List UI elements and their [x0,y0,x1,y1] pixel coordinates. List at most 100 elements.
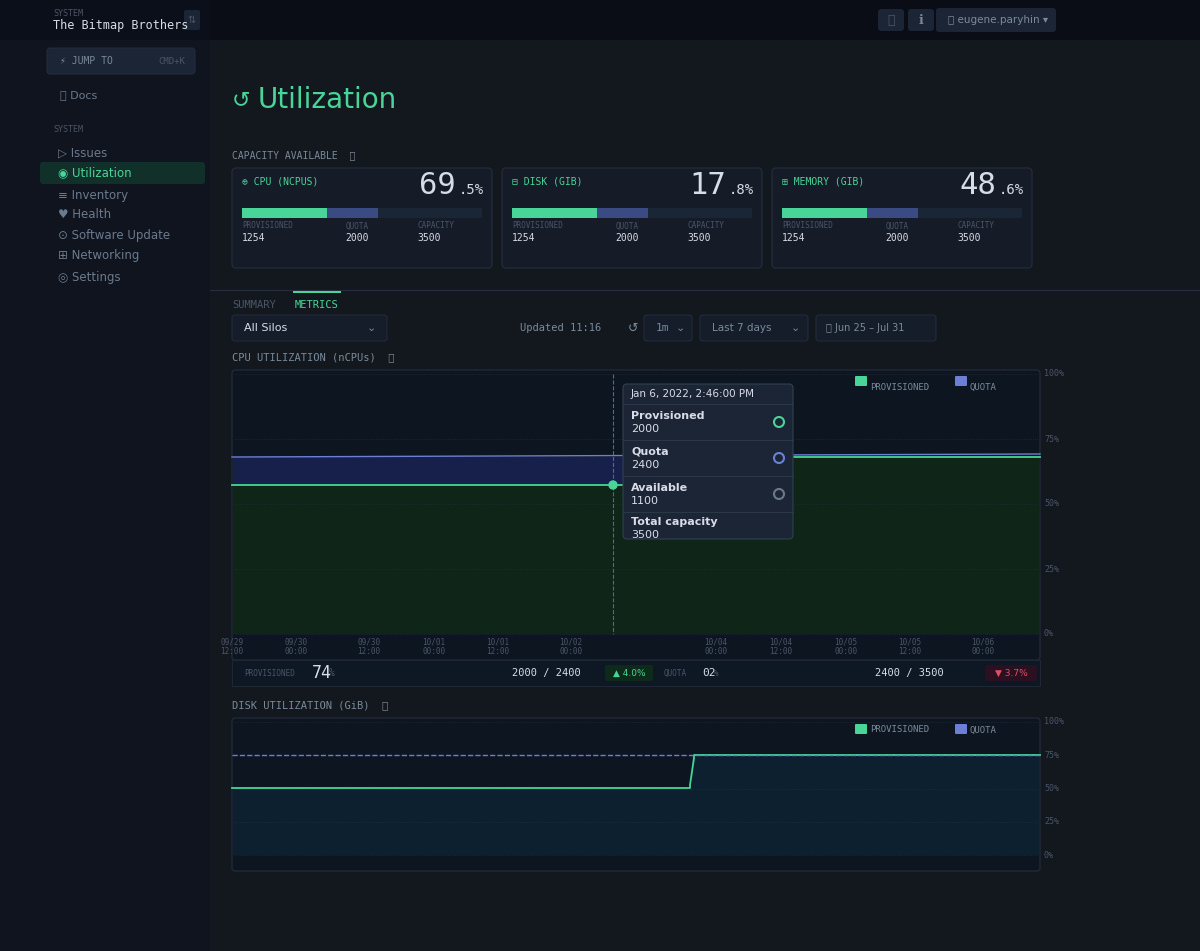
Text: ◉ Utilization: ◉ Utilization [58,166,132,180]
Text: CPU UTILIZATION (nCPUs)  ⓘ: CPU UTILIZATION (nCPUs) ⓘ [232,352,395,362]
Text: QUOTA: QUOTA [886,222,908,230]
Text: SYSTEM: SYSTEM [53,9,83,17]
FancyBboxPatch shape [605,665,653,681]
Text: 10/01: 10/01 [422,637,445,647]
Bar [233,485,692,634]
Text: ≡ Inventory: ≡ Inventory [58,188,128,202]
Text: 02: 02 [702,668,715,678]
Text: .6%: .6% [998,183,1024,197]
Text: QUOTA: QUOTA [664,669,688,677]
Text: ↺: ↺ [628,321,638,335]
FancyBboxPatch shape [623,384,793,539]
Text: 00:00: 00:00 [834,648,858,656]
FancyBboxPatch shape [40,162,205,184]
Text: 2400 / 3500: 2400 / 3500 [875,668,943,678]
Bar [233,788,692,855]
Text: 74: 74 [312,664,332,682]
Text: 00:00: 00:00 [284,648,307,656]
Text: 2000: 2000 [616,233,638,243]
Bar [242,208,326,218]
Text: 10/06: 10/06 [972,637,995,647]
Text: %: % [714,669,719,677]
Text: ⊞ MEMORY (GIB): ⊞ MEMORY (GIB) [782,177,864,187]
Text: 12:00: 12:00 [221,648,244,656]
Text: ⇅: ⇅ [188,15,196,25]
FancyBboxPatch shape [232,315,386,341]
Text: 00:00: 00:00 [559,648,582,656]
Bar [0,40,210,951]
Text: 2400: 2400 [631,460,659,470]
Text: 2000: 2000 [631,424,659,434]
Text: %: % [329,668,335,678]
Text: PROVISIONED: PROVISIONED [512,222,563,230]
Bar [782,208,1022,218]
FancyBboxPatch shape [232,370,1040,660]
Text: 1254: 1254 [242,233,265,243]
Text: CAPACITY: CAPACITY [418,222,454,230]
Text: 75%: 75% [1044,435,1060,443]
Text: 09/30: 09/30 [358,637,380,647]
Text: 10/02: 10/02 [559,637,582,647]
FancyBboxPatch shape [878,9,904,31]
Text: CAPACITY: CAPACITY [688,222,725,230]
Text: 12:00: 12:00 [899,648,922,656]
Text: 100%: 100% [1044,370,1064,378]
FancyBboxPatch shape [854,724,866,734]
Text: CAPACITY AVAILABLE  ⓘ: CAPACITY AVAILABLE ⓘ [232,150,355,160]
Text: METRICS: METRICS [295,300,338,310]
Text: 10/05: 10/05 [834,637,858,647]
FancyBboxPatch shape [700,315,808,341]
Text: 2000 / 2400: 2000 / 2400 [512,668,581,678]
Text: Updated 11:16: Updated 11:16 [520,323,601,333]
Text: 1254: 1254 [512,233,535,243]
FancyBboxPatch shape [854,376,866,386]
FancyBboxPatch shape [502,168,762,268]
Text: 3500: 3500 [958,233,980,243]
Text: ◎ Settings: ◎ Settings [58,270,121,283]
Text: ♥ Health: ♥ Health [58,208,112,222]
Text: ⊟ DISK (GIB): ⊟ DISK (GIB) [512,177,582,187]
Text: 📄 Docs: 📄 Docs [60,90,97,100]
Text: QUOTA: QUOTA [970,382,997,392]
Text: 75%: 75% [1044,750,1060,760]
Text: 12:00: 12:00 [769,648,792,656]
Text: 1254: 1254 [782,233,805,243]
FancyBboxPatch shape [184,10,200,30]
Text: PROVISIONED: PROVISIONED [242,222,293,230]
Text: 69: 69 [419,171,456,201]
Text: QUOTA: QUOTA [970,726,997,734]
Text: 00:00: 00:00 [704,648,727,656]
FancyBboxPatch shape [232,168,492,268]
Text: 3500: 3500 [688,233,710,243]
Text: 0%: 0% [1044,630,1054,638]
FancyBboxPatch shape [955,376,967,386]
Text: 12:00: 12:00 [486,648,510,656]
Text: 10/04: 10/04 [704,637,727,647]
Text: Total capacity: Total capacity [631,517,718,527]
Text: All Silos: All Silos [244,323,287,333]
Text: CAPACITY: CAPACITY [958,222,995,230]
Text: 17: 17 [689,171,726,201]
FancyBboxPatch shape [985,665,1037,681]
Text: SYSTEM: SYSTEM [53,126,83,134]
Text: Jan 6, 2022, 2:46:00 PM: Jan 6, 2022, 2:46:00 PM [631,389,755,399]
Bar [210,40,1200,951]
Text: Available: Available [631,483,688,493]
Text: 25%: 25% [1044,817,1060,826]
Text: ⚡ JUMP TO: ⚡ JUMP TO [60,56,113,66]
Bar [326,208,378,218]
Text: 50%: 50% [1044,499,1060,509]
Text: ⌄: ⌄ [367,323,376,333]
Bar [233,457,692,485]
Text: 00:00: 00:00 [972,648,995,656]
Text: 🔔: 🔔 [887,13,895,27]
Bar [512,208,752,218]
FancyBboxPatch shape [955,724,967,734]
Bar [782,208,866,218]
Text: 12:00: 12:00 [358,648,380,656]
Text: 48: 48 [959,171,996,201]
Text: Last 7 days: Last 7 days [712,323,772,333]
Text: ⊕ CPU (NCPUS): ⊕ CPU (NCPUS) [242,177,318,187]
Text: ⊞ Networking: ⊞ Networking [58,249,139,262]
Text: ⌄: ⌄ [676,323,685,333]
